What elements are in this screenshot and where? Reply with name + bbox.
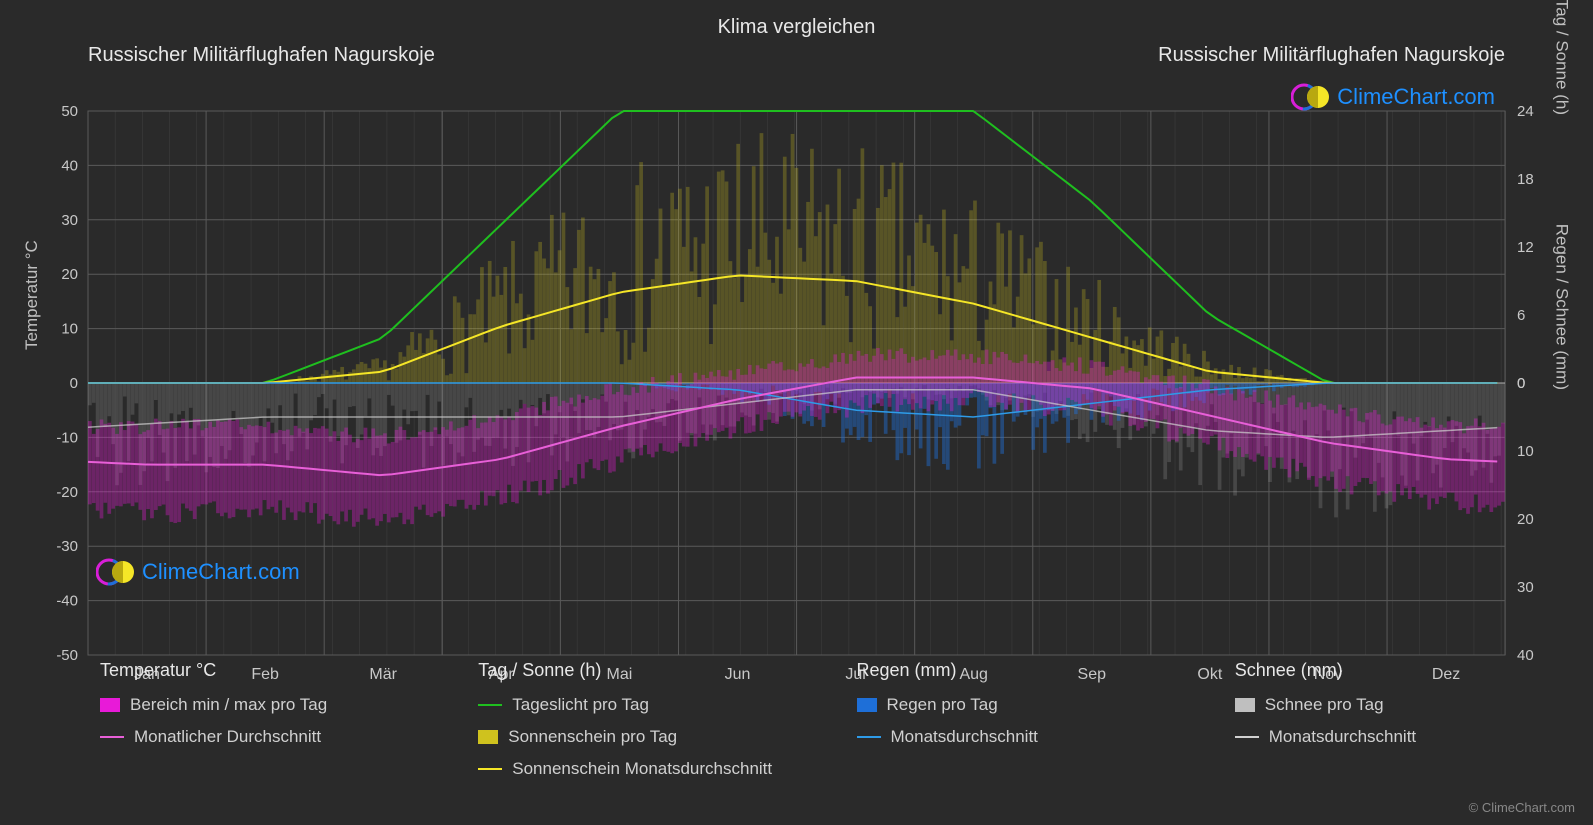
svg-text:10: 10 bbox=[1517, 443, 1534, 460]
legend-header: Temperatur °C bbox=[100, 660, 418, 681]
legend-group: Tag / Sonne (h) Tageslicht pro Tag Sonnens… bbox=[478, 660, 796, 791]
legend-label: Bereich min / max pro Tag bbox=[130, 695, 327, 715]
y-axis-label-sun: Tag / Sonne (h) bbox=[1551, 0, 1571, 115]
watermark-text: ClimeChart.com bbox=[142, 559, 300, 585]
legend-line bbox=[478, 704, 502, 706]
svg-text:-40: -40 bbox=[56, 593, 78, 610]
legend-label: Monatlicher Durchschnitt bbox=[134, 727, 321, 747]
legend-line bbox=[1235, 736, 1259, 738]
legend-swatch bbox=[100, 698, 120, 712]
svg-text:30: 30 bbox=[1517, 579, 1534, 596]
legend-item: Bereich min / max pro Tag bbox=[100, 695, 418, 715]
y-axis-label-temp: Temperatur °C bbox=[22, 240, 42, 350]
watermark-logo: ClimeChart.com bbox=[96, 555, 300, 589]
legend-header: Tag / Sonne (h) bbox=[478, 660, 796, 681]
legend-line bbox=[478, 768, 502, 770]
location-label-right: Russischer Militärflughafen Nagurskoje bbox=[1158, 44, 1505, 67]
svg-text:20: 20 bbox=[1517, 511, 1534, 528]
legend-header: Schnee (mm) bbox=[1235, 660, 1553, 681]
svg-text:20: 20 bbox=[61, 266, 78, 283]
legend-item: Sonnenschein pro Tag bbox=[478, 727, 796, 747]
svg-text:10: 10 bbox=[61, 321, 78, 338]
climate-chart: Klima vergleichen Russischer Militärflug… bbox=[0, 0, 1593, 825]
svg-text:18: 18 bbox=[1517, 171, 1534, 188]
legend-label: Monatsdurchschnitt bbox=[891, 727, 1038, 747]
svg-text:-20: -20 bbox=[56, 484, 78, 501]
legend-label: Schnee pro Tag bbox=[1265, 695, 1384, 715]
chart-title: Klima vergleichen bbox=[0, 0, 1593, 39]
legend: Temperatur °C Bereich min / max pro Tag Mo… bbox=[100, 660, 1553, 791]
legend-label: Sonnenschein Monatsdurchschnitt bbox=[512, 759, 772, 779]
legend-line bbox=[857, 736, 881, 738]
svg-text:30: 30 bbox=[61, 212, 78, 229]
svg-text:24: 24 bbox=[1517, 103, 1534, 120]
y-axis-label-precip: Regen / Schnee (mm) bbox=[1551, 224, 1571, 390]
svg-text:-10: -10 bbox=[56, 429, 78, 446]
legend-swatch bbox=[1235, 698, 1255, 712]
legend-swatch bbox=[478, 730, 498, 744]
svg-text:6: 6 bbox=[1517, 307, 1525, 324]
legend-label: Sonnenschein pro Tag bbox=[508, 727, 677, 747]
legend-label: Regen pro Tag bbox=[887, 695, 998, 715]
svg-text:0: 0 bbox=[70, 375, 78, 392]
legend-item: Sonnenschein Monatsdurchschnitt bbox=[478, 759, 796, 779]
svg-text:50: 50 bbox=[61, 103, 78, 120]
location-label-left: Russischer Militärflughafen Nagurskoje bbox=[88, 44, 435, 67]
svg-text:40: 40 bbox=[61, 157, 78, 174]
svg-text:12: 12 bbox=[1517, 239, 1534, 256]
watermark-text: ClimeChart.com bbox=[1337, 84, 1495, 110]
legend-line bbox=[100, 736, 124, 738]
legend-swatch bbox=[857, 698, 877, 712]
legend-group: Regen (mm) Regen pro Tag Monatsdurchschnit… bbox=[857, 660, 1175, 791]
legend-group: Schnee (mm) Schnee pro Tag Monatsdurchschn… bbox=[1235, 660, 1553, 791]
legend-item: Monatsdurchschnitt bbox=[1235, 727, 1553, 747]
legend-header: Regen (mm) bbox=[857, 660, 1175, 681]
svg-text:-50: -50 bbox=[56, 647, 78, 664]
legend-label: Monatsdurchschnitt bbox=[1269, 727, 1416, 747]
watermark-logo: ClimeChart.com bbox=[1291, 80, 1495, 114]
svg-text:-30: -30 bbox=[56, 538, 78, 555]
svg-text:0: 0 bbox=[1517, 375, 1525, 392]
legend-item: Tageslicht pro Tag bbox=[478, 695, 796, 715]
legend-item: Monatsdurchschnitt bbox=[857, 727, 1175, 747]
legend-group: Temperatur °C Bereich min / max pro Tag Mo… bbox=[100, 660, 418, 791]
legend-item: Monatlicher Durchschnitt bbox=[100, 727, 418, 747]
legend-label: Tageslicht pro Tag bbox=[512, 695, 649, 715]
legend-item: Regen pro Tag bbox=[857, 695, 1175, 715]
chart-svg: -50-40-30-20-100102030405006121824010203… bbox=[0, 39, 1593, 699]
copyright-text: © ClimeChart.com bbox=[1469, 800, 1575, 815]
legend-item: Schnee pro Tag bbox=[1235, 695, 1553, 715]
